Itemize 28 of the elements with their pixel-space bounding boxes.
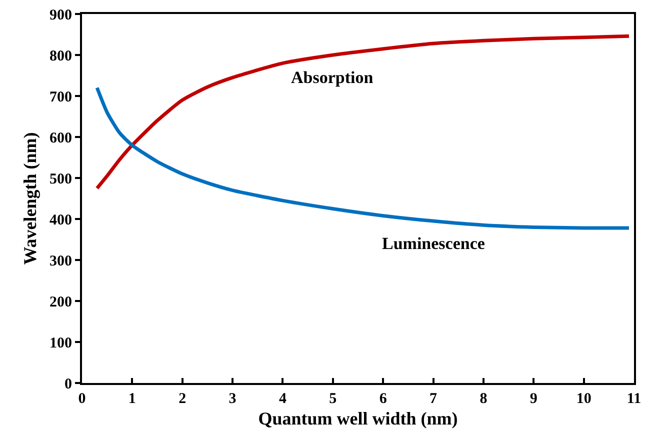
y-tick-label: 100 — [50, 335, 72, 352]
y-tick-label: 800 — [50, 48, 72, 64]
y-axis-title: Wavelength (nm) — [20, 132, 40, 265]
x-tick-label: 10 — [576, 391, 592, 407]
y-tick-label: 0 — [64, 376, 72, 392]
x-tick-label: 9 — [530, 391, 538, 407]
series-label: Absorption — [291, 68, 374, 87]
x-tick-label: 3 — [228, 391, 236, 407]
y-tick-label: 300 — [50, 253, 72, 270]
x-tick-label: 6 — [379, 391, 388, 407]
x-tick-label: 11 — [626, 391, 642, 407]
line-series — [95, 86, 631, 230]
y-tick-label: 700 — [50, 89, 72, 106]
x-tick-label: 0 — [78, 391, 86, 407]
y-tick-label: 600 — [50, 130, 72, 146]
y-tick-label: 500 — [50, 171, 72, 188]
x-tick-label: 5 — [329, 391, 337, 407]
y-tick-label: 900 — [50, 7, 72, 24]
line-series — [95, 34, 631, 190]
x-tick-label: 2 — [178, 391, 186, 407]
x-tick-label: 4 — [278, 391, 287, 407]
x-tick-label: 1 — [128, 391, 136, 407]
x-tick-label: 8 — [480, 391, 488, 407]
series-label: Luminescence — [382, 234, 486, 253]
y-tick-label: 400 — [50, 212, 72, 228]
y-tick-label: 200 — [50, 294, 72, 310]
x-axis-title: Quantum well width (nm) — [258, 408, 458, 429]
x-tick-label: 7 — [430, 391, 438, 407]
